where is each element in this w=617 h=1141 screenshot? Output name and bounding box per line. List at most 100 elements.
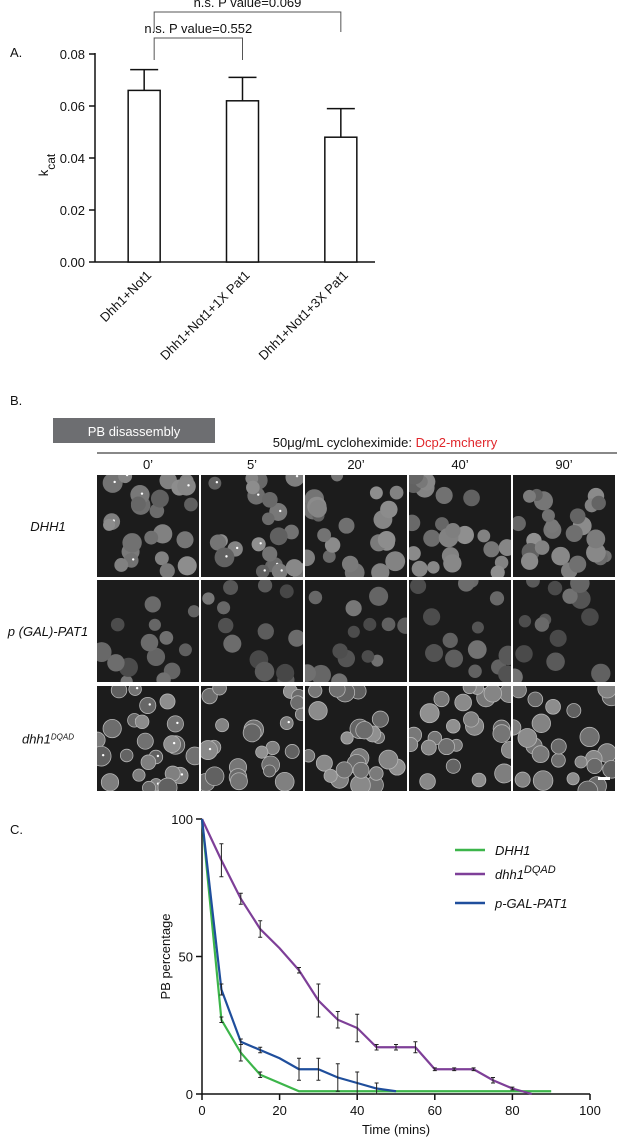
treatment: 50μg/mL cycloheximide: Dcp2-mcherry <box>273 435 498 450</box>
cell <box>308 590 323 605</box>
cell <box>490 565 505 577</box>
cell <box>409 737 419 752</box>
cell <box>184 497 198 512</box>
row-label: dhh1DQAD <box>22 732 74 747</box>
cell <box>230 772 248 791</box>
cell <box>118 475 133 484</box>
cell <box>290 695 303 711</box>
cell <box>579 726 600 748</box>
cell <box>177 477 196 496</box>
cell <box>371 563 390 577</box>
cell <box>566 772 580 786</box>
cell <box>262 491 278 508</box>
cell <box>308 701 328 721</box>
cell <box>246 480 260 495</box>
cell <box>122 533 142 553</box>
series-line <box>200 818 397 1093</box>
cell <box>498 645 511 666</box>
cell <box>159 693 176 710</box>
cell <box>242 723 262 743</box>
panel-label: B. <box>10 393 22 408</box>
cell <box>119 748 134 763</box>
y-axis-label: kcat <box>36 153 58 176</box>
bar <box>127 89 161 263</box>
row-label-sup: DQAD <box>51 732 74 741</box>
cell <box>97 745 112 767</box>
cell <box>520 552 539 570</box>
cell <box>534 617 550 632</box>
cell <box>492 724 511 743</box>
cell <box>276 663 295 682</box>
x-axis-label: Time (mins) <box>362 1122 430 1137</box>
cell <box>551 546 570 566</box>
cell <box>255 745 269 759</box>
cell <box>591 495 606 511</box>
cell <box>154 551 169 566</box>
cell <box>335 761 353 779</box>
cell <box>423 529 441 547</box>
cell <box>345 600 362 617</box>
micrograph <box>305 475 407 577</box>
cell <box>202 592 215 605</box>
x-tick-label: 40 <box>350 1103 364 1118</box>
panel-label: C. <box>10 822 23 837</box>
cell <box>331 673 348 682</box>
cell <box>545 518 560 533</box>
cell <box>442 632 458 649</box>
cell <box>562 588 578 604</box>
cell <box>454 693 472 712</box>
cell <box>176 531 194 549</box>
cell <box>97 731 106 749</box>
cell <box>251 537 266 552</box>
cell <box>309 499 327 518</box>
cell <box>324 537 341 553</box>
reporter-text: Dcp2-mcherry <box>416 435 498 450</box>
cell <box>389 485 404 500</box>
cell <box>279 584 294 599</box>
cell <box>550 738 567 755</box>
cell <box>340 731 354 745</box>
cell <box>477 529 491 543</box>
y-tick-label: 0 <box>186 1087 193 1102</box>
cell <box>100 773 120 791</box>
legend-name: DHH1 <box>495 843 530 858</box>
p-body <box>140 492 144 495</box>
cell <box>361 650 375 663</box>
cell <box>110 686 128 699</box>
micrograph <box>201 475 303 577</box>
cell <box>150 489 169 508</box>
cell <box>261 512 275 526</box>
cell <box>498 539 511 556</box>
cell <box>208 476 222 490</box>
cell <box>471 772 487 788</box>
x-tick-label: Dhh1+Not1 <box>97 268 154 325</box>
cell <box>419 703 440 724</box>
cell <box>514 771 531 788</box>
cell <box>102 718 122 739</box>
cell <box>159 563 175 577</box>
cell <box>102 475 123 493</box>
micrograph <box>97 580 199 682</box>
cell <box>271 563 288 577</box>
cell <box>597 686 615 699</box>
cell <box>522 489 536 503</box>
p-body <box>263 569 266 572</box>
cell <box>369 766 384 781</box>
row-label-text: DHH1 <box>30 519 65 534</box>
cell <box>139 696 157 714</box>
timepoint-label: 20’ <box>347 457 364 472</box>
cell <box>381 617 396 632</box>
cell <box>545 698 561 715</box>
cell <box>569 555 587 573</box>
y-label-sub: cat <box>44 153 58 170</box>
significance-bracket <box>153 37 243 60</box>
cell <box>352 761 370 779</box>
timepoint-label: 40’ <box>451 457 468 472</box>
cell <box>134 714 150 730</box>
cell <box>144 596 161 613</box>
cell <box>435 517 449 531</box>
cell <box>285 559 303 577</box>
cell <box>257 580 273 593</box>
cell <box>107 654 125 672</box>
